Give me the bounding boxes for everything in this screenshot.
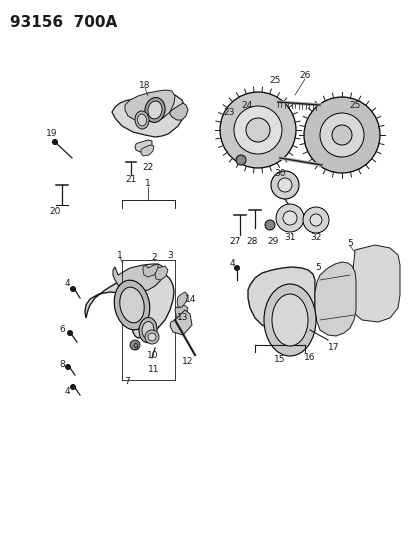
Ellipse shape — [137, 114, 146, 126]
Text: 29: 29 — [267, 238, 278, 246]
Text: 2: 2 — [151, 254, 157, 262]
Text: 16: 16 — [304, 353, 315, 362]
Text: 8: 8 — [59, 360, 65, 369]
Ellipse shape — [147, 101, 161, 119]
Text: 10: 10 — [147, 351, 158, 360]
Circle shape — [277, 178, 291, 192]
Polygon shape — [314, 262, 355, 336]
Text: 30: 30 — [273, 168, 285, 177]
Circle shape — [309, 214, 321, 226]
Circle shape — [245, 118, 269, 142]
Circle shape — [275, 204, 303, 232]
Ellipse shape — [271, 294, 307, 346]
Ellipse shape — [135, 111, 149, 129]
Polygon shape — [113, 264, 164, 292]
Polygon shape — [135, 140, 152, 152]
Circle shape — [331, 125, 351, 145]
Text: 5: 5 — [314, 263, 320, 272]
Text: 15: 15 — [273, 356, 285, 365]
Text: 6: 6 — [59, 326, 65, 335]
Text: 1: 1 — [145, 180, 150, 189]
Text: 27: 27 — [229, 238, 240, 246]
Ellipse shape — [263, 284, 315, 356]
Ellipse shape — [139, 318, 157, 343]
Text: 4: 4 — [64, 387, 70, 397]
Circle shape — [319, 113, 363, 157]
Text: 28: 28 — [246, 238, 257, 246]
Text: 4: 4 — [64, 279, 70, 287]
Circle shape — [70, 384, 75, 390]
Text: 31: 31 — [284, 233, 295, 243]
Text: 9: 9 — [132, 343, 138, 352]
Text: 1: 1 — [117, 251, 123, 260]
Text: 25: 25 — [349, 101, 360, 109]
Text: 13: 13 — [177, 313, 188, 322]
Circle shape — [67, 330, 72, 335]
Text: 26: 26 — [299, 70, 310, 79]
Circle shape — [271, 171, 298, 199]
Text: 18: 18 — [139, 80, 150, 90]
Polygon shape — [85, 272, 173, 338]
Text: 17: 17 — [328, 343, 339, 352]
Ellipse shape — [145, 98, 165, 123]
Polygon shape — [177, 292, 188, 307]
Text: 23: 23 — [223, 108, 234, 117]
Text: 93156  700A: 93156 700A — [10, 15, 117, 30]
Circle shape — [147, 333, 156, 341]
Circle shape — [282, 211, 296, 225]
Text: 24: 24 — [241, 101, 252, 109]
Text: 11: 11 — [148, 366, 159, 375]
Polygon shape — [170, 103, 188, 120]
Text: 14: 14 — [185, 295, 196, 304]
Polygon shape — [175, 305, 188, 320]
Polygon shape — [142, 264, 158, 277]
Text: 25: 25 — [269, 76, 280, 85]
Circle shape — [70, 287, 75, 292]
Circle shape — [264, 220, 274, 230]
Polygon shape — [141, 145, 154, 156]
Circle shape — [234, 265, 239, 271]
Polygon shape — [170, 310, 192, 335]
Polygon shape — [112, 93, 185, 137]
Text: 4: 4 — [229, 259, 234, 268]
Circle shape — [302, 207, 328, 233]
Polygon shape — [125, 90, 175, 122]
Text: 3: 3 — [167, 252, 173, 261]
Ellipse shape — [114, 280, 150, 330]
Polygon shape — [247, 267, 314, 333]
Circle shape — [303, 97, 379, 173]
Polygon shape — [154, 266, 168, 280]
Text: 21: 21 — [125, 175, 136, 184]
Text: 12: 12 — [182, 358, 193, 367]
Circle shape — [52, 140, 57, 144]
Text: 32: 32 — [310, 233, 321, 243]
Text: 19: 19 — [46, 128, 57, 138]
Circle shape — [219, 92, 295, 168]
Text: 20: 20 — [49, 207, 61, 216]
Circle shape — [235, 155, 245, 165]
Ellipse shape — [119, 287, 144, 323]
Circle shape — [145, 330, 159, 344]
Circle shape — [65, 365, 70, 369]
Polygon shape — [352, 245, 399, 322]
Circle shape — [130, 340, 140, 350]
Circle shape — [233, 106, 281, 154]
Text: 7: 7 — [124, 377, 130, 386]
Text: 5: 5 — [346, 238, 352, 247]
Ellipse shape — [142, 321, 154, 338]
Text: 22: 22 — [142, 164, 153, 173]
